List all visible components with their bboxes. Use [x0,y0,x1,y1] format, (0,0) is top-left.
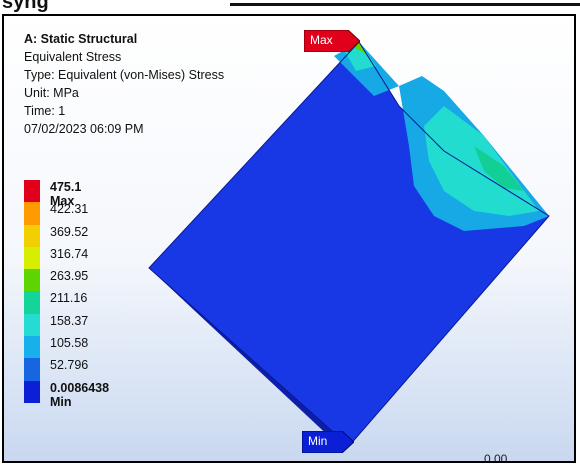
clipped-heading: syng [2,0,49,13]
legend-swatch [24,269,40,292]
max-probe-label: Max [310,33,333,47]
legend-label: 263.95 [50,269,89,284]
result-unit: Unit: MPa [24,86,79,100]
min-probe-tag[interactable]: Min [302,431,354,453]
legend-label: 52.796 [50,358,89,373]
result-name: Equivalent Stress [24,50,122,64]
legend-label: 105.58 [50,336,89,351]
max-probe-tag[interactable]: Max [304,30,360,52]
stress-contour-model[interactable] [4,16,574,461]
legend-swatch [24,246,40,270]
min-tag-shape [302,431,354,453]
scale-ruler-label: 0.00 [484,452,508,463]
legend-label: 211.16 [50,291,88,306]
legend-swatch [24,358,40,381]
top-strip: syng [0,0,580,14]
result-info-block: A: Static Structural Equivalent Stress T… [24,30,224,138]
divider-rule [230,3,580,6]
legend-swatch [24,202,40,225]
legend-label: 316.74 [50,246,89,261]
graphics-viewport[interactable]: A: Static Structural Equivalent Stress T… [2,14,576,463]
max-tag-shape [304,30,360,52]
legend-swatch [24,224,40,247]
legend-label: 158.37 [50,313,89,328]
legend-swatch [24,291,40,314]
result-type: Type: Equivalent (von-Mises) Stress [24,68,225,82]
legend-swatch [24,313,40,337]
legend-label-max: 475.1 Max [50,180,82,208]
min-probe-label: Min [308,434,328,448]
legend-swatch [24,180,40,203]
legend-swatch [24,380,40,403]
result-timestamp: 07/02/2023 06:09 PM [24,122,144,136]
legend-label-min: 0.0086438 Min [50,380,110,409]
analysis-title: A: Static Structural [24,32,138,46]
contour-green [474,146,524,191]
result-time: Time: 1 [24,104,66,118]
legend-swatch [24,336,40,359]
legend-label: 422.31 [50,202,89,217]
legend-label: 369.52 [50,224,89,239]
model-body [149,42,549,446]
